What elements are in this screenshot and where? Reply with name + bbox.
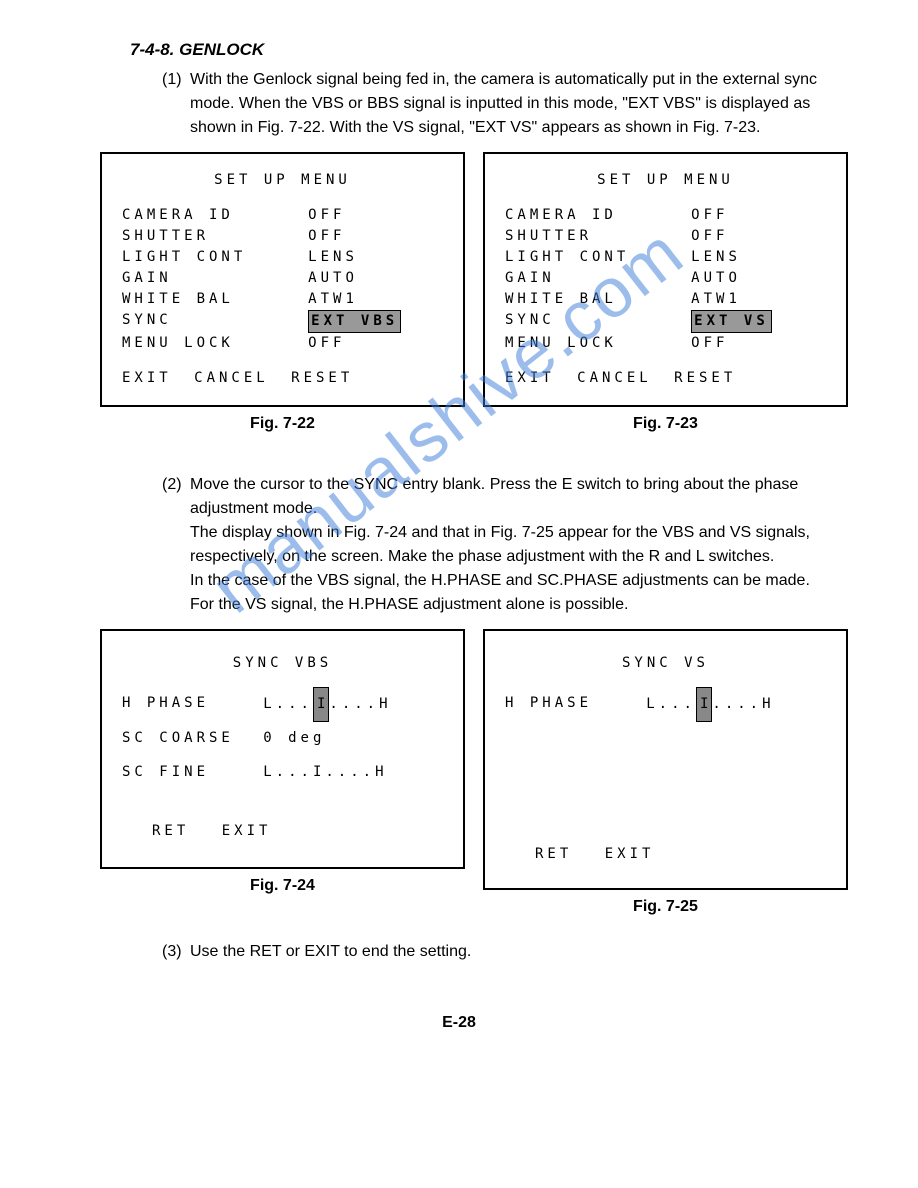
setup-menu-right: SET UP MENU CAMERA IDOFF SHUTTEROFF LIGH… xyxy=(483,152,848,407)
menu-title: SET UP MENU xyxy=(122,170,443,191)
paragraph-3: (3)Use the RET or EXIT to end the settin… xyxy=(190,940,838,964)
menu-value: AUTO xyxy=(308,268,443,289)
menu-value: ATW1 xyxy=(691,289,826,310)
section-number: 7-4-8. xyxy=(130,40,174,59)
figure-24: SYNC VBS H PHASEL...I....H SC COARSE0 de… xyxy=(100,629,465,916)
phase-post: ....H xyxy=(712,696,774,712)
section-heading: 7-4-8. GENLOCK xyxy=(130,40,848,60)
menu-value: OFF xyxy=(308,333,443,354)
menu-value: OFF xyxy=(691,226,826,247)
menu-title: SET UP MENU xyxy=(505,170,826,191)
page-number: E-28 xyxy=(70,1014,848,1032)
figures-row-2: SYNC VBS H PHASEL...I....H SC COARSE0 de… xyxy=(100,629,848,916)
menu-value: OFF xyxy=(308,226,443,247)
figures-row-1: SET UP MENU CAMERA IDOFF SHUTTEROFF LIGH… xyxy=(100,152,848,433)
setup-menu-left: SET UP MENU CAMERA IDOFF SHUTTEROFF LIGH… xyxy=(100,152,465,407)
section-title: GENLOCK xyxy=(179,40,264,59)
menu-label: CAMERA ID xyxy=(122,205,308,226)
para-text-2c: In the case of the VBS signal, the H.PHA… xyxy=(190,572,810,613)
menu-label: CAMERA ID xyxy=(505,205,691,226)
sync-value: 0 deg xyxy=(263,722,443,756)
sync-vs-box: SYNC VS H PHASEL...I....H RET EXIT xyxy=(483,629,848,890)
sync-value: L...I....H xyxy=(263,756,443,790)
menu-label: WHITE BAL xyxy=(505,289,691,310)
phase-pre: L... xyxy=(646,696,696,712)
menu-label: LIGHT CONT xyxy=(122,247,308,268)
menu-value-sync: EXT VBS xyxy=(308,310,443,333)
menu-label: SYNC xyxy=(122,310,308,333)
menu-value: LENS xyxy=(691,247,826,268)
menu-value: OFF xyxy=(691,205,826,226)
sync-label: SC COARSE xyxy=(122,722,263,756)
phase-marker: I xyxy=(313,687,329,723)
caption-fig23: Fig. 7-23 xyxy=(483,415,848,433)
menu-value: LENS xyxy=(308,247,443,268)
figure-22: SET UP MENU CAMERA IDOFF SHUTTEROFF LIGH… xyxy=(100,152,465,433)
phase-marker: I xyxy=(696,687,712,723)
menu-footer: EXIT CANCEL RESET xyxy=(122,368,443,389)
menu-footer: EXIT CANCEL RESET xyxy=(505,368,826,389)
sync-value: L...I....H xyxy=(646,687,826,723)
para-num-2: (2) xyxy=(162,473,190,497)
sync-label: H PHASE xyxy=(122,687,263,723)
sync-vs-title: SYNC VS xyxy=(505,647,826,681)
menu-value: ATW1 xyxy=(308,289,443,310)
figure-25: SYNC VS H PHASEL...I....H RET EXIT Fig. … xyxy=(483,629,848,916)
sync-highlight: EXT VS xyxy=(691,310,772,333)
phase-pre: L... xyxy=(263,696,313,712)
menu-label: SHUTTER xyxy=(122,226,308,247)
para-num-3: (3) xyxy=(162,940,190,964)
para-text-2b: The display shown in Fig. 7-24 and that … xyxy=(190,524,810,565)
phase-post: ....H xyxy=(329,696,391,712)
paragraph-2: (2)Move the cursor to the SYNC entry bla… xyxy=(190,473,838,617)
sync-vbs-box: SYNC VBS H PHASEL...I....H SC COARSE0 de… xyxy=(100,629,465,869)
menu-value: OFF xyxy=(691,333,826,354)
para-num-1: (1) xyxy=(162,68,190,92)
sync-label: H PHASE xyxy=(505,687,646,723)
caption-fig25: Fig. 7-25 xyxy=(483,898,848,916)
sync-value: L...I....H xyxy=(263,687,443,723)
caption-fig24: Fig. 7-24 xyxy=(100,877,465,895)
menu-value-sync: EXT VS xyxy=(691,310,826,333)
menu-label: GAIN xyxy=(122,268,308,289)
sync-highlight: EXT VBS xyxy=(308,310,401,333)
menu-label: LIGHT CONT xyxy=(505,247,691,268)
sync-footer: RET EXIT xyxy=(505,838,826,872)
para-text-2a: Move the cursor to the SYNC entry blank.… xyxy=(190,476,798,517)
menu-value: OFF xyxy=(308,205,443,226)
figure-23: SET UP MENU CAMERA IDOFF SHUTTEROFF LIGH… xyxy=(483,152,848,433)
menu-label: MENU LOCK xyxy=(505,333,691,354)
menu-label: WHITE BAL xyxy=(122,289,308,310)
para-text-1: With the Genlock signal being fed in, th… xyxy=(190,71,817,136)
menu-value: AUTO xyxy=(691,268,826,289)
sync-vbs-title: SYNC VBS xyxy=(122,647,443,681)
menu-label: SHUTTER xyxy=(505,226,691,247)
sync-footer: RET EXIT xyxy=(122,815,443,849)
menu-label: MENU LOCK xyxy=(122,333,308,354)
menu-label: SYNC xyxy=(505,310,691,333)
paragraph-1: (1)With the Genlock signal being fed in,… xyxy=(190,68,838,140)
menu-label: GAIN xyxy=(505,268,691,289)
caption-fig22: Fig. 7-22 xyxy=(100,415,465,433)
sync-label: SC FINE xyxy=(122,756,263,790)
para-text-3: Use the RET or EXIT to end the setting. xyxy=(190,943,471,960)
